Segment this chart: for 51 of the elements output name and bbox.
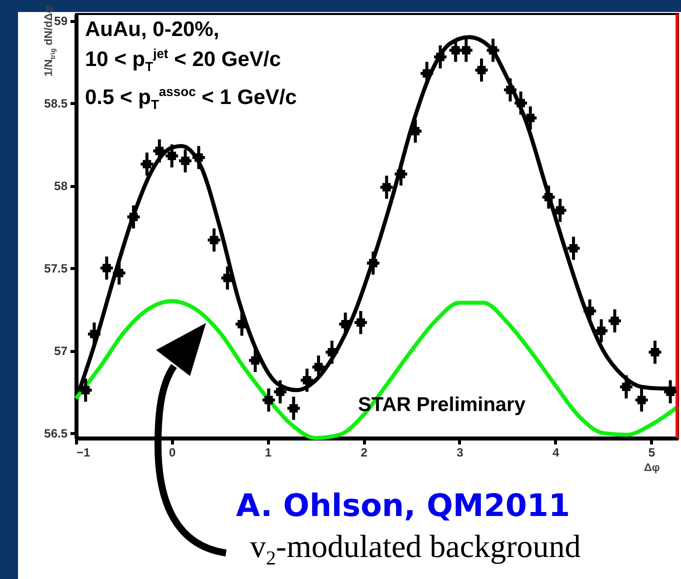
point <box>251 356 260 365</box>
point <box>129 212 138 222</box>
annotation: 0.5 < p$_{T}$$^{assoc}$ < 1 GeV/c <box>85 84 297 112</box>
point <box>210 236 218 244</box>
text: v$_{2}$-modulated background <box>250 528 581 570</box>
x-tick-label: 3 <box>456 446 464 460</box>
point <box>488 46 498 54</box>
y-tick-label: 58.5 <box>44 96 68 111</box>
point <box>356 318 365 327</box>
x-tick-label: 5 <box>648 446 656 460</box>
annotation: AuAu, 0-20%, <box>85 18 220 42</box>
point <box>556 206 564 215</box>
y-tick-label: 57 <box>54 344 68 358</box>
point <box>264 396 273 404</box>
point <box>477 66 486 74</box>
y-tick-label: 57.5 <box>44 262 68 276</box>
point <box>396 170 406 178</box>
x-tick-label: 4 <box>552 446 560 460</box>
y-tick-label: 58 <box>54 179 68 194</box>
x-tick-label: 1 <box>264 446 272 460</box>
point <box>422 69 432 78</box>
x-tick-label: 2 <box>360 446 368 460</box>
point <box>368 258 378 268</box>
point <box>597 326 606 335</box>
point <box>586 306 594 316</box>
point <box>382 183 391 192</box>
point <box>276 388 284 396</box>
point <box>569 244 578 252</box>
point <box>314 362 323 372</box>
x-tick-label: 0 <box>169 446 176 460</box>
point <box>610 316 619 326</box>
point <box>194 153 203 162</box>
text: A. Ohlson, QM2011 <box>236 488 570 524</box>
point <box>81 386 90 394</box>
point <box>544 192 553 202</box>
point <box>223 274 232 282</box>
point <box>650 348 660 356</box>
point <box>289 404 298 412</box>
annotation: 10 < p$_{T}$$^{jet}$ < 20 GeV/c <box>85 46 281 74</box>
point <box>516 98 525 108</box>
x-axis-title: Δφ <box>644 462 660 474</box>
point <box>328 348 336 356</box>
point <box>142 160 152 168</box>
point <box>302 376 312 384</box>
point <box>436 52 444 62</box>
point <box>622 382 630 392</box>
point <box>411 126 420 136</box>
point <box>637 396 646 404</box>
x-tick-label: −1 <box>76 446 91 460</box>
y-tick-label: 56.5 <box>44 426 68 441</box>
point <box>238 320 246 328</box>
